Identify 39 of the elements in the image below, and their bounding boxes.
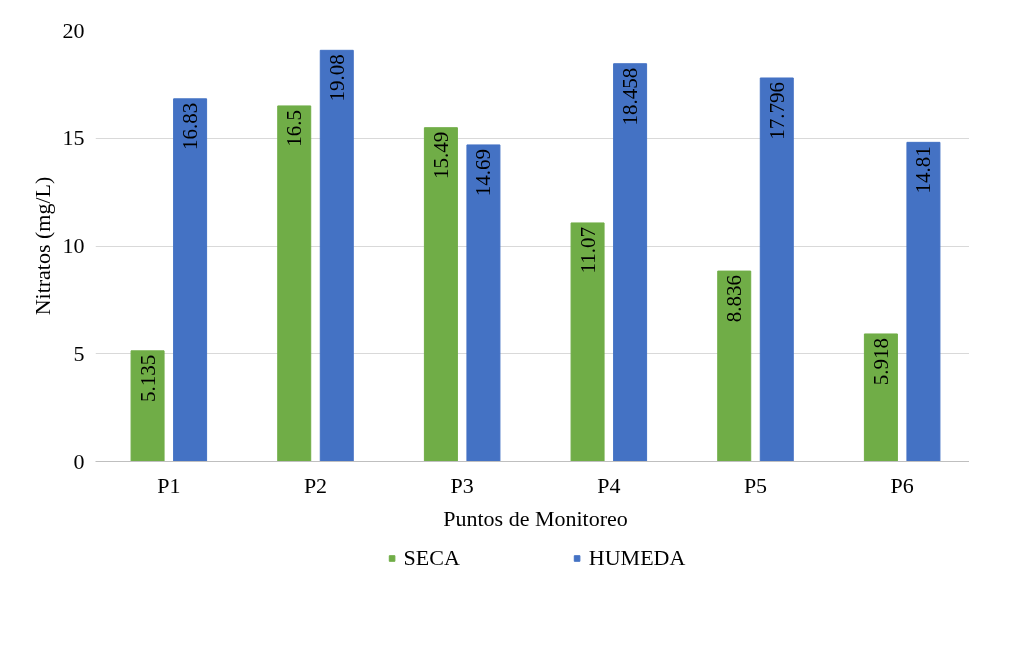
data-label: 8.836 [722,275,747,323]
y-axis-title: Nitratos (mg/L) [29,176,55,316]
data-label: 16.5 [282,109,307,147]
x-tick-label: P4 [597,472,621,498]
x-tick-label: P1 [157,472,181,498]
x-tick-label: P6 [890,472,914,498]
bar [173,98,208,462]
x-tick-label: P5 [743,472,768,498]
data-label: 5.135 [135,354,160,403]
data-label: 14.81 [911,146,936,194]
bar [717,270,752,462]
y-tick-label: 15 [62,125,85,151]
data-label: 11.07 [575,226,600,274]
bar [570,222,605,462]
data-label: 15.49 [428,131,453,179]
data-label: 16.83 [178,102,203,151]
legend-label: SECA [403,545,460,571]
bar [466,144,501,462]
bar [863,333,898,462]
data-label: 5.918 [868,337,893,386]
bar [613,63,648,462]
bar [130,350,165,462]
y-tick-label: 5 [73,340,85,366]
data-label: 18.458 [618,67,643,126]
bar [277,105,312,462]
legend-label: HUMEDA [588,545,686,571]
x-axis-title: Puntos de Monitoreo [443,505,628,531]
x-tick-label: P3 [450,472,474,498]
data-label: 19.08 [324,54,349,102]
y-tick-label: 10 [62,233,85,258]
x-tick-label: P2 [303,472,328,498]
y-tick-label: 0 [73,448,85,474]
bar [319,49,354,462]
bar [906,141,941,462]
bar [423,127,458,462]
data-label: 17.796 [764,82,789,140]
data-label: 14.69 [471,148,496,197]
y-tick-label: 20 [62,17,85,43]
bar [759,77,794,462]
